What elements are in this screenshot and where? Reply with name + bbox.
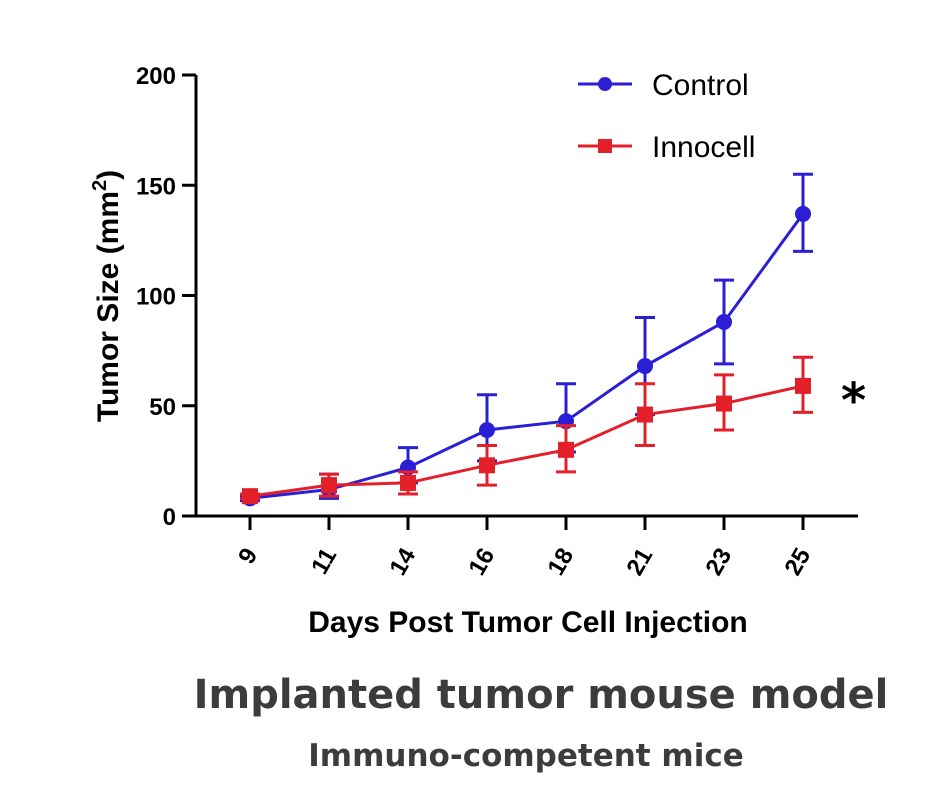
- x-tick-label: 9: [233, 544, 263, 569]
- data-point: [637, 406, 653, 423]
- data-point: [795, 377, 811, 394]
- x-axis-title: Days Post Tumor Cell Injection: [308, 606, 748, 639]
- data-point: [242, 488, 258, 505]
- series-line: [249, 213, 805, 500]
- y-ticks: 0 50 100 150 200: [136, 63, 196, 531]
- y-axis-title-main: Tumor Size (mm: [92, 191, 125, 422]
- y-tick-label: 50: [149, 394, 176, 421]
- legend: Control Innocell: [578, 69, 755, 164]
- y-tick-label: 200: [136, 63, 176, 90]
- x-tick-label: 21: [621, 544, 658, 581]
- data-point: [716, 395, 732, 412]
- data-point: [558, 441, 574, 458]
- x-tick-label: 18: [542, 544, 579, 581]
- legend-control-marker: [598, 77, 612, 91]
- y-axis-title: Tumor Size (mm2): [89, 170, 125, 422]
- y-tick-label: 150: [136, 173, 176, 200]
- data-point: [479, 457, 495, 474]
- data-point: [716, 313, 732, 330]
- x-tick-label: 23: [700, 544, 737, 581]
- legend-innocell-label: Innocell: [652, 131, 755, 164]
- caption-subtitle: Immuno-competent mice: [308, 738, 744, 774]
- data-point: [795, 205, 811, 222]
- x-ticks: 9 11 14 16 18 21 23 25: [233, 516, 816, 580]
- caption-title: Implanted tumor mouse model: [193, 672, 889, 718]
- data-point: [400, 474, 416, 491]
- x-tick-label: 11: [306, 544, 342, 579]
- x-tick-label: 14: [384, 543, 421, 580]
- legend-control-label: Control: [652, 69, 749, 102]
- significance-asterisk: *: [841, 373, 866, 429]
- legend-innocell-marker: [598, 139, 612, 153]
- series-innocell: [240, 355, 813, 505]
- data-point: [637, 358, 653, 375]
- series-layer: [240, 172, 813, 507]
- x-tick-label: 25: [779, 544, 816, 581]
- data-point: [479, 422, 495, 439]
- series-line: [249, 384, 804, 498]
- y-axis-title-superscript: 2: [89, 180, 111, 191]
- y-tick-label: 100: [136, 284, 176, 311]
- x-tick-label: 16: [463, 544, 500, 581]
- data-point: [321, 477, 337, 494]
- y-tick-label: 0: [163, 504, 176, 531]
- y-axis-title-close: ): [92, 170, 125, 180]
